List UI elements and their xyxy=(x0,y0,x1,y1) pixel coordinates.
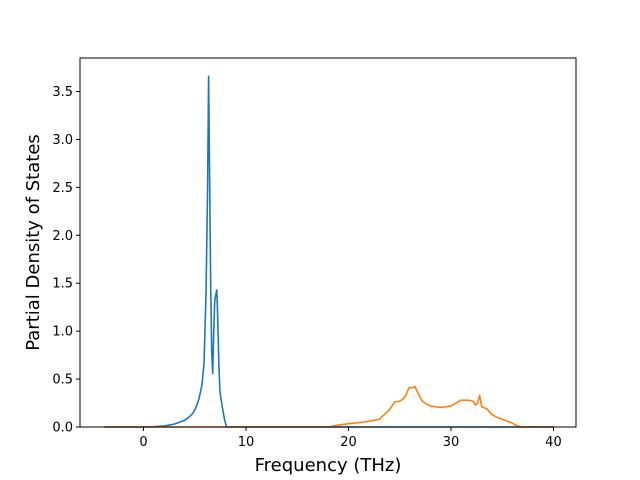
y-tick-label: 1.0 xyxy=(52,325,73,340)
y-tick-label: 2.0 xyxy=(52,229,73,244)
x-tick-label: 0 xyxy=(139,435,147,450)
series-line-1 xyxy=(104,75,554,428)
x-tick-label: 20 xyxy=(340,435,357,450)
y-tick-label: 1.5 xyxy=(52,277,73,292)
y-tick-label: 0.0 xyxy=(52,421,73,436)
y-axis-ticks: 0.0 0.5 1.0 1.5 2.0 2.5 3.0 3.5 xyxy=(52,85,80,436)
y-tick-label: 3.5 xyxy=(52,85,73,100)
plot-background xyxy=(80,58,576,427)
x-tick-label: 30 xyxy=(443,435,460,450)
y-tick-label: 3.0 xyxy=(52,133,73,148)
series-layer xyxy=(104,75,554,428)
x-axis-ticks: 0 10 20 30 40 xyxy=(139,427,562,450)
x-tick-label: 40 xyxy=(545,435,562,450)
series-line-2 xyxy=(104,385,554,428)
y-axis-label: Partial Density of States xyxy=(23,134,44,351)
x-axis-label: Frequency (THz) xyxy=(255,455,402,476)
y-tick-label: 0.5 xyxy=(52,373,73,388)
x-tick-label: 10 xyxy=(238,435,255,450)
plot-frame xyxy=(79,57,577,428)
y-tick-label: 2.5 xyxy=(52,181,73,196)
